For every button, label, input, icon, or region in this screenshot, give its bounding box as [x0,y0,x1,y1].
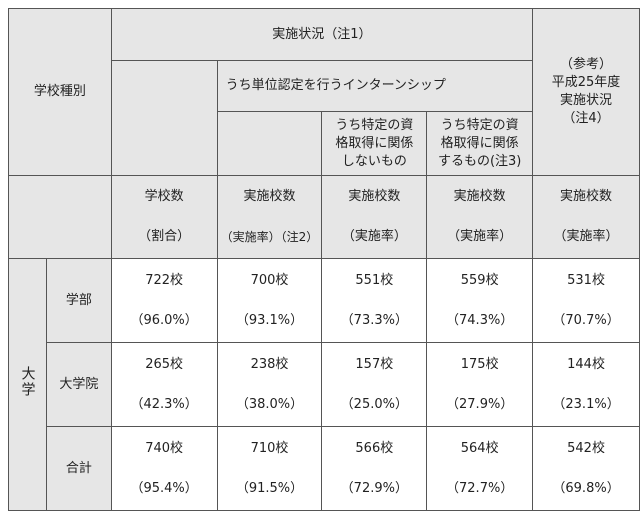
data-cell: 265校 （42.3%） [110,342,218,427]
subheader-cell: 学校数 （割合） [110,175,218,259]
data-cell: 564校 （72.7%） [426,426,534,511]
row-label: 学部 [45,258,112,343]
count: 740校 [145,440,184,456]
count: 157校 [355,356,394,372]
count: 265校 [145,356,184,372]
count: 700校 [250,272,289,288]
count: 564校 [460,440,499,456]
subheader-cell: 実施校数 （実施率）（注2） [216,175,323,259]
data-cell: 710校 （91.5%） [216,426,323,511]
count: 710校 [250,440,289,456]
count: 559校 [460,272,499,288]
count: 238校 [250,356,289,372]
data-cell: 144校 （23.1%） [532,342,640,427]
data-cell: 700校 （93.1%） [216,258,323,343]
rate: （27.9%） [446,396,514,412]
row-label: 大学院 [45,342,112,427]
data-cell: 542校 （69.8%） [532,426,640,511]
rate: （69.8%） [552,480,620,496]
subheader-cell: 実施校数 （実施率） [321,175,428,259]
related-header: うち特定の資 格取得に関係 するもの(注3) [426,111,534,176]
school-type-header: 学校種別 [8,8,112,176]
rate: （91.5%） [235,480,304,496]
rate: （72.7%） [446,480,514,496]
group-label: 大学 [8,258,47,511]
count: 144校 [567,356,605,372]
internship-table: 学校種別 実施状況（注1） （参考） 平成25年度 実施状況 （注4） うち単位… [8,8,640,511]
credit-internship-header: うち単位認定を行うインターンシップ [216,60,534,112]
count: 566校 [355,440,394,456]
count: 542校 [567,440,605,456]
status-header: 実施状況（注1） [110,8,534,61]
table-row: 合計 740校 （95.4%） 710校 （91.5%） 566校 （72.9%） 564校 （… [9,426,640,511]
count: 551校 [355,272,394,288]
rate: （73.3%） [340,312,408,328]
subheader-cell: 実施校数 （実施率） [426,175,534,259]
row-label: 合計 [45,426,112,511]
data-cell: 531校 （70.7%） [532,258,640,343]
blank-header [110,60,218,176]
rate: （42.3%） [130,396,198,412]
rate: （74.3%） [446,312,514,328]
data-cell: 559校 （74.3%） [426,258,534,343]
count: 531校 [567,272,605,288]
data-cell: 566校 （72.9%） [321,426,428,511]
rate: （70.7%） [552,312,620,328]
blank-header [8,175,112,259]
table-row: 大学 学部 722校 （96.0%） 700校 （93.1%） 551校 （73.3%） 559… [8,258,640,511]
subheader-cell: 実施校数 （実施率） [532,175,640,259]
reference-header: （参考） 平成25年度 実施状況 （注4） [532,8,640,176]
rate: （93.1%） [235,312,304,328]
rate: （72.9%） [340,480,408,496]
rate: （25.0%） [340,396,408,412]
data-cell: 175校 （27.9%） [426,342,534,427]
count: 175校 [460,356,499,372]
rate: （23.1%） [552,396,620,412]
data-cell: 157校 （25.0%） [321,342,428,427]
data-cell: 722校 （96.0%） [110,258,218,343]
subheader-row: 学校数 （割合） 実施校数 （実施率）（注2） 実施校数 （実施率） 実施校数 （実施率… [8,175,640,259]
rate: （95.4%） [130,480,198,496]
not-related-header: うち特定の資 格取得に関係 しないもの [321,111,428,176]
rate: （96.0%） [130,312,198,328]
table-row: 大学院 265校 （42.3%） 238校 （38.0%） 157校 （25.0%） 175校… [9,342,640,427]
data-cell: 740校 （95.4%） [110,426,218,511]
rate: （38.0%） [235,396,304,412]
count: 722校 [145,272,184,288]
blank-header [216,111,323,176]
data-cell: 551校 （73.3%） [321,258,428,343]
data-cell: 238校 （38.0%） [216,342,323,427]
